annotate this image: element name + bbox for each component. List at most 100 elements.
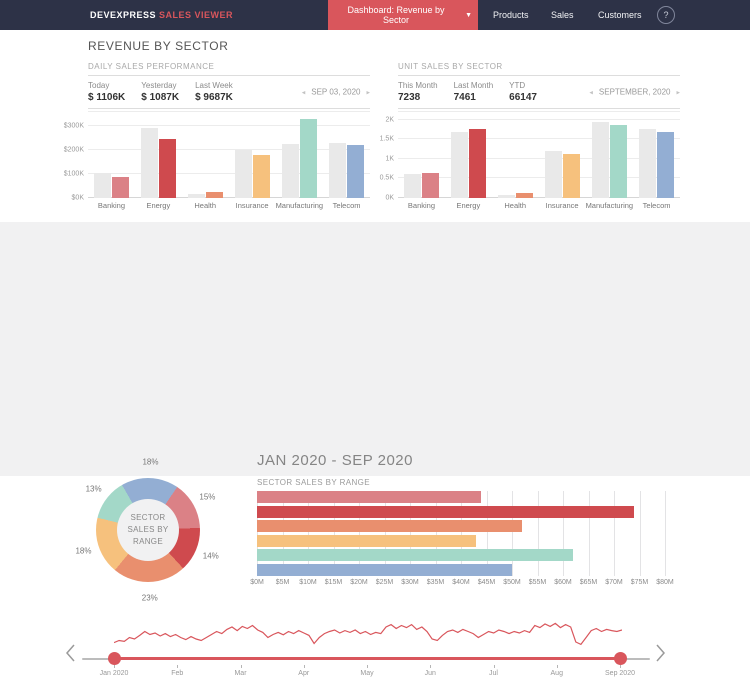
dashboard-selector-button[interactable]: Dashboard: Revenue by Sector ▼ [328,0,478,30]
bar-energy-current[interactable] [469,129,486,198]
slider-selected-range[interactable] [114,657,620,660]
bar-health-current[interactable] [516,193,533,198]
stat-this-month: This Month 7238 [398,81,438,103]
category-label: Health [194,201,217,210]
nav-item-products[interactable]: Products [493,10,529,20]
donut-slice-label: 18% [75,546,92,556]
dashboard-selector-label: Dashboard: Revenue by Sector [347,5,445,25]
bar-banking-current[interactable] [112,176,129,198]
bar-energy-previous[interactable] [141,127,158,198]
slider-handle-left[interactable] [108,652,121,665]
month-label: Aug [550,670,563,677]
donut-center-text: SECTOR SALES BY RANGE [127,513,169,546]
date-navigator: ◂ SEP 03, 2020 ▸ [302,88,370,97]
panel-daily-sales: DAILY SALES PERFORMANCE Today $ 1106K Ye… [64,62,370,210]
gridline [614,491,615,576]
x-tick-label: $10M [299,579,317,586]
x-tick-label: $20M [350,579,368,586]
gridline [88,125,370,127]
bar-insurance-current[interactable] [563,153,580,198]
bar-group-insurance [235,112,270,198]
next-period-chevron[interactable] [653,642,667,664]
chart-plot: $0K $100K $200K $300K [64,111,370,202]
x-tick-label: $70M [605,579,623,586]
month-tick [620,665,621,668]
category-label: Energy [146,201,171,210]
x-tick-label: $25M [375,579,394,586]
prev-date-arrow-icon[interactable]: ◂ [589,89,593,96]
stat-value: $ 9687K [195,92,233,103]
hbar-row-1[interactable] [257,505,635,518]
bar-banking-previous[interactable] [404,173,421,198]
bar-telecom-current[interactable] [657,132,674,198]
category-label: Telecom [332,201,361,210]
next-date-arrow-icon[interactable]: ▸ [676,89,680,96]
nav-item-sales[interactable]: Sales [551,10,574,20]
bar-telecom-previous[interactable] [329,143,346,198]
bar-group-banking [94,112,129,198]
bar-energy-current[interactable] [159,139,176,198]
bar-insurance-current[interactable] [253,155,270,198]
bar-banking-previous[interactable] [94,172,111,198]
stat-label: Last Week [195,81,233,90]
bar-health-previous[interactable] [498,194,515,198]
x-tick-label: $45M [477,579,496,586]
range-selector: Jan 2020 Feb Mar Apr May Jun Jul Aug Sep 2020 [0,612,750,698]
nav-item-customers[interactable]: Customers [598,10,642,20]
month-label: Jan 2020 [99,670,129,677]
hbar-row-0[interactable] [257,491,482,503]
bar-manufacturing-previous[interactable] [282,144,299,198]
gridline [665,491,666,576]
help-button[interactable]: ? [657,6,675,24]
next-date-arrow-icon[interactable]: ▸ [366,89,370,96]
hbar-row-5[interactable] [257,564,512,576]
donut-slice-label: 15% [199,492,216,502]
prev-date-arrow-icon[interactable]: ◂ [301,89,306,96]
prev-period-chevron[interactable] [64,642,78,664]
bar-manufacturing-previous[interactable] [592,121,609,198]
bar-health-previous[interactable] [188,194,205,198]
bar-insurance-previous[interactable] [235,150,252,198]
date-navigator: ◂ SEPTEMBER, 2020 ▸ [589,88,680,97]
summary-section: SECTOR SALES BY RANGE 18% 15% 14% 23% 18% 13%… [0,222,750,677]
slider-handle-right[interactable] [614,652,627,665]
panel-unit-sales: UNIT SALES BY SECTOR This Month 7238 Las… [380,62,680,210]
hbar-row-4[interactable] [257,549,574,562]
stat-label: Today [88,81,110,90]
y-tick-label: 0K [385,194,394,202]
donut-slice-label: 14% [202,551,219,561]
chevron-down-icon: ▼ [465,11,472,19]
donut-chart[interactable]: SECTOR SALES BY RANGE 18% 15% 14% 23% 18% 13% [75,458,218,603]
hbar-axis: $0M $5M $10M $15M $20M $25M $30M $35M $40M $45M $5… [250,579,674,589]
category-axis: Banking Energy Health Insurance Manufacturin… [88,201,370,210]
month-tick [240,665,242,668]
month-tick [303,665,305,668]
gridline [537,491,539,576]
hbar-row-3[interactable] [257,534,477,547]
donut-slice-label: 13% [85,484,102,494]
bar-group-banking [404,112,439,198]
bar-telecom-current[interactable] [347,144,364,198]
stat-value: 66147 [509,92,537,103]
bar-insurance-previous[interactable] [545,151,562,198]
bar-groups [398,112,680,198]
category-label: Telecom [642,201,671,210]
bar-banking-current[interactable] [422,172,439,198]
month-tick [177,665,179,668]
bar-health-current[interactable] [206,192,223,198]
stat-yesterday: Yesterday $ 1087K [141,81,179,103]
bar-energy-previous[interactable] [451,131,468,198]
gridline [563,491,564,576]
bar-manufacturing-current[interactable] [300,119,317,198]
top-nav: DEVEXPRESS SALES VIEWER Dashboard: Reven… [0,0,750,30]
month-label: Feb [171,670,184,677]
stat-value: $ 1087K [141,92,180,103]
category-label: Banking [97,201,125,210]
bar-telecom-previous[interactable] [639,128,656,198]
x-tick-label: $75M [630,579,649,586]
x-tick-label: $80M [656,579,674,586]
category-label: Banking [407,201,435,210]
bar-manufacturing-current[interactable] [610,125,627,198]
date-label: SEPTEMBER, 2020 [598,87,671,97]
hbar-row-2[interactable] [257,520,523,533]
